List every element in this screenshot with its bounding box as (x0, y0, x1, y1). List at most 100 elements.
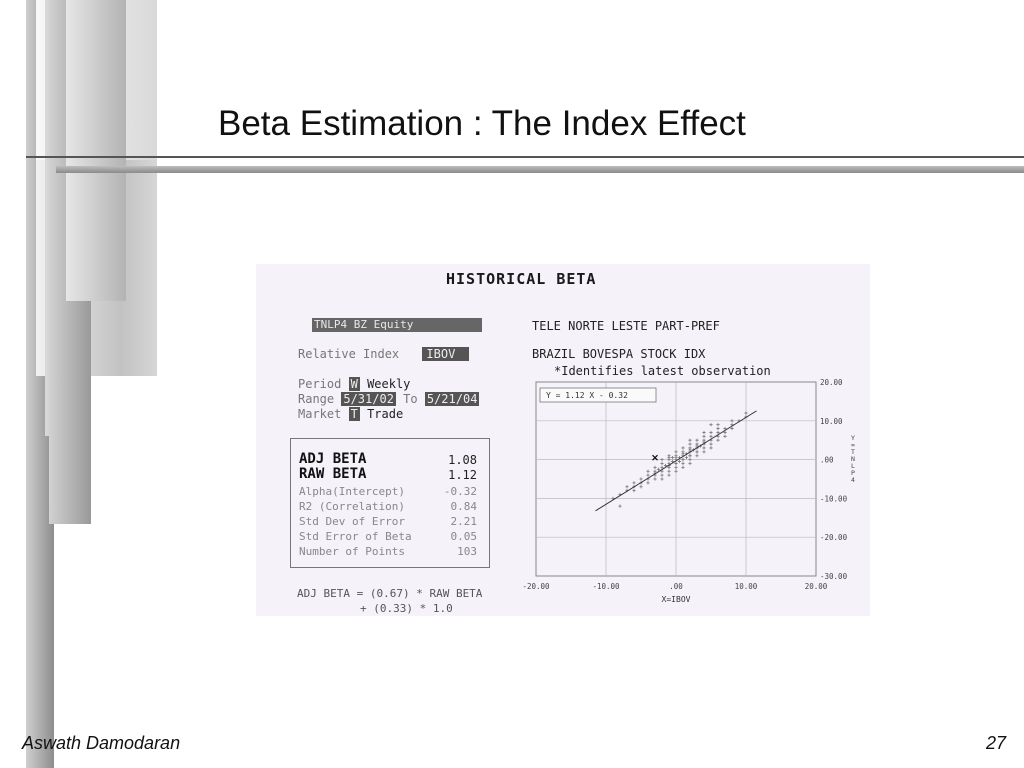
scatter-point (660, 461, 664, 466)
scatter-point (660, 458, 664, 462)
author-footer: Aswath Damodaran (22, 733, 181, 753)
market-code: T (348, 407, 360, 421)
y-axis-label-char: L (851, 462, 855, 470)
scatter-point (674, 461, 678, 466)
adj-beta-formula-line2: + (0.33) * 1.0 (360, 602, 453, 615)
x-tick-label: 20.00 (805, 582, 828, 591)
plot-grid (536, 382, 816, 576)
latest-observation-note: *Identifies latest observation (554, 364, 771, 378)
y-axis-label-char: 4 (851, 476, 855, 484)
scatter-point (744, 411, 748, 415)
scatter-point (618, 504, 622, 508)
decor-bar (66, 0, 126, 301)
y-axis-label-char: T (851, 448, 855, 456)
bloomberg-beta-screenshot: HISTORICAL BETA TNLP4 BZ Equity TELE NOR… (256, 264, 870, 616)
relative-index-label: Relative Index (298, 347, 400, 361)
scatter-point (688, 438, 692, 442)
scatter-point (709, 423, 713, 427)
latest-observation-marker (652, 454, 658, 461)
scatter-point (688, 461, 692, 466)
scatter-point (681, 452, 685, 456)
scatter-point (656, 467, 661, 471)
adj-beta-value: 1.08 (448, 453, 477, 467)
r2-label: R2 (Correlation) (299, 500, 405, 513)
x-tick-label: 10.00 (735, 582, 758, 591)
scatter-point (702, 450, 706, 454)
std-error-beta-value: 0.05 (450, 530, 478, 543)
range-label: Range (298, 392, 335, 406)
scatter-point (639, 477, 643, 481)
y-tick-label: -30.00 (820, 572, 848, 581)
scatter-point (688, 448, 692, 452)
scatter-point (716, 430, 720, 435)
scatter-point (716, 426, 720, 431)
scatter-point (702, 430, 706, 435)
x-tick-labels: -20.00 -10.00 .00 10.00 20.00 (522, 582, 827, 591)
scatter-point (660, 469, 664, 473)
std-error-beta-label: Std Error of Beta (299, 530, 412, 543)
r2-value: 0.84 (450, 500, 478, 513)
scatter-point (709, 442, 713, 446)
scatter-point (716, 423, 720, 427)
scatter-point (681, 446, 685, 450)
screen-header: HISTORICAL BETA (446, 270, 597, 288)
y-tick-label: .00 (820, 456, 834, 465)
raw-beta-value: 1.12 (448, 468, 477, 482)
scatter-point (681, 461, 685, 466)
scatter-point (674, 450, 678, 454)
y-axis-label-char: Y (851, 434, 855, 442)
page-number: 27 (985, 733, 1006, 753)
scatter-point (695, 450, 699, 454)
number-of-points-value: 103 (457, 545, 477, 558)
scatter-point (660, 477, 664, 481)
equation-box (539, 387, 657, 403)
period-code: W (348, 377, 360, 391)
y-tick-label: 10.00 (820, 417, 843, 426)
ticker-field: TNLP4 BZ Equity (312, 318, 482, 332)
scatter-point (625, 485, 629, 489)
scatter-point (730, 419, 734, 423)
scatter-point (660, 473, 664, 477)
title-rule (26, 156, 1024, 158)
scatter-point (677, 459, 682, 464)
y-axis-label-char: = (851, 441, 855, 449)
scatter-point (646, 481, 650, 485)
scatter-point (670, 456, 675, 460)
beta-regression-scatter-plot: Y = 1.12 X - 0.32 -20.00 -10.00.00 10.00 20… (522, 378, 855, 604)
range-to-label: To (403, 392, 418, 406)
scatter-point (681, 458, 685, 462)
scatter-point (653, 477, 657, 481)
scatter-point (709, 434, 713, 438)
scatter-point (716, 438, 720, 442)
scatter-point (695, 444, 699, 448)
scatter-point (667, 469, 671, 473)
alpha-label: Alpha(Intercept) (299, 485, 405, 498)
scatter-point (632, 489, 636, 493)
period-label: Period (298, 377, 342, 391)
scatter-point (688, 442, 692, 446)
x-tick-label: -10.00 (592, 582, 620, 591)
range-end: 5/21/04 (424, 392, 480, 406)
scatter-point (674, 456, 678, 460)
market-value: Trade (367, 407, 404, 421)
title-rule-shadow (56, 166, 1024, 173)
alpha-value: -0.32 (443, 485, 477, 498)
scatter-point (663, 463, 668, 468)
market-label: Market (298, 407, 342, 421)
scatter-point (684, 456, 689, 460)
y-axis-label: Y=TNLP4 (851, 434, 855, 484)
scatter-point (660, 465, 664, 469)
x-tick-label: -20.00 (522, 582, 550, 591)
y-axis-label-char: P (851, 469, 855, 477)
beta-statistics-box: ADJ BETA 1.08 RAW BETA 1.12 Alpha(Interc… (290, 438, 490, 568)
scatter-point (632, 481, 636, 485)
scatter-point (667, 473, 671, 477)
security-name: TELE NORTE LESTE PART-PREF (532, 319, 720, 333)
relative-index-value: IBOV (422, 347, 470, 361)
x-axis-label: X=IBOV (662, 595, 691, 604)
period-value: Weekly (367, 377, 411, 391)
scatter-point (688, 458, 692, 462)
adj-beta-label: ADJ BETA (299, 451, 367, 467)
slide-title: Beta Estimation : The Index Effect (218, 104, 746, 143)
y-tick-label: -20.00 (820, 533, 848, 542)
